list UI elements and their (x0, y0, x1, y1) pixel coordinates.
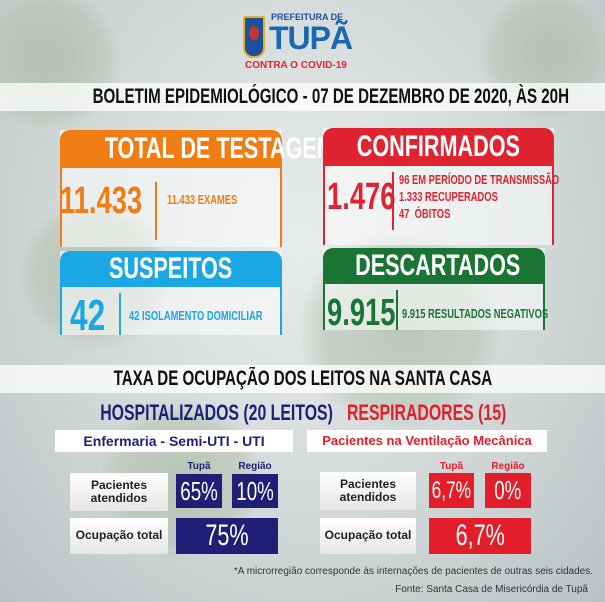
card-detail: 96 EM PERÍODO DE TRANSMISSÃO (399, 172, 560, 187)
column-header-regiao: Região (238, 461, 272, 472)
respiradores-title: RESPIRADORES (15) (307, 400, 547, 426)
card-value: 9.915 (327, 292, 396, 334)
occupancy-title: TAXA DE OCUPAÇÃO DOS LEITOS NA SANTA CAS… (113, 367, 492, 390)
coat-of-arms-icon (243, 16, 265, 58)
bulletin-title: BOLETIM EPIDEMIOLÓGICO - 07 DE DEZEMBRO … (92, 85, 569, 108)
row-label: Ocupação total (320, 518, 416, 554)
column-header-tupa: Tupã (439, 461, 464, 472)
logo: PREFEITURA DE TUPÃ CONTRA O COVID-19 (243, 12, 363, 74)
tupa-value: 6,7% (429, 473, 474, 508)
card-suspeitos: SUSPEITOS 42 42 ISOLAMENTO DOMICILIAR (60, 251, 282, 340)
card-confirmados: CONFIRMADOS 1.476 96 EM PERÍODO DE TRANS… (323, 128, 559, 245)
regiao-value: 10% (232, 474, 278, 508)
column-header-tupa: Tupã (187, 461, 211, 472)
card-value: 11.433 (60, 180, 143, 222)
card-testagem: TOTAL DE TESTAGEM 11.433 11.433 EXAMES (60, 130, 335, 247)
logo-tagline: CONTRA O COVID-19 (245, 60, 347, 71)
footnote: *A microrregião corresponde às internaçõ… (233, 566, 593, 577)
row-label: Pacientes atendidos (320, 472, 416, 510)
occupancy-banner: TAXA DE OCUPAÇÃO DOS LEITOS NA SANTA CAS… (0, 365, 605, 393)
total-value: 75% (176, 518, 278, 554)
hospitalizados-title: HOSPITALIZADOS (20 LEITOS) (55, 400, 333, 426)
row-label: Ocupação total (70, 518, 168, 554)
card-title: DESCARTADOS (355, 249, 521, 282)
hospitalizados-subtitle: Enfermaria - Semi-UTI - UTI (55, 430, 293, 452)
regiao-value: 0% (485, 473, 531, 508)
card-detail: 1.333 RECUPERADOS (399, 189, 498, 204)
section-title: RESPIRADORES (15) (347, 400, 507, 425)
card-detail: 11.433 EXAMES (167, 192, 238, 207)
total-value: 6,7% (429, 518, 531, 554)
logo-city: TUPÃ (269, 20, 353, 56)
row-label: Pacientes atendidos (70, 473, 168, 511)
respiradores-subtitle: Pacientes na Ventilação Mecânica (307, 430, 547, 452)
card-descartados: DESCARTADOS 9.915 9.915 RESULTADOS NEGAT… (323, 248, 549, 334)
column-header-regiao: Região (491, 461, 525, 472)
card-detail: 9.915 RESULTADOS NEGATIVOS (402, 306, 549, 321)
logo-top: PREFEITURA DE (271, 12, 344, 22)
card-detail: 42 ISOLAMENTO DOMICILIAR (129, 308, 263, 323)
card-detail: 47 ÓBITOS (399, 206, 451, 221)
card-value: 1.476 (327, 176, 396, 218)
card-title: CONFIRMADOS (356, 130, 521, 163)
tupa-value: 65% (176, 474, 222, 508)
section-title: HOSPITALIZADOS (20 LEITOS) (100, 400, 333, 425)
bulletin-banner: BOLETIM EPIDEMIOLÓGICO - 07 DE DEZEMBRO … (0, 83, 605, 111)
source-note: Fonte: Santa Casa de Misericórdia de Tup… (395, 584, 588, 595)
card-value: 42 (70, 291, 106, 340)
card-title: TOTAL DE TESTAGEM (104, 132, 335, 165)
card-title: SUSPEITOS (109, 252, 233, 285)
